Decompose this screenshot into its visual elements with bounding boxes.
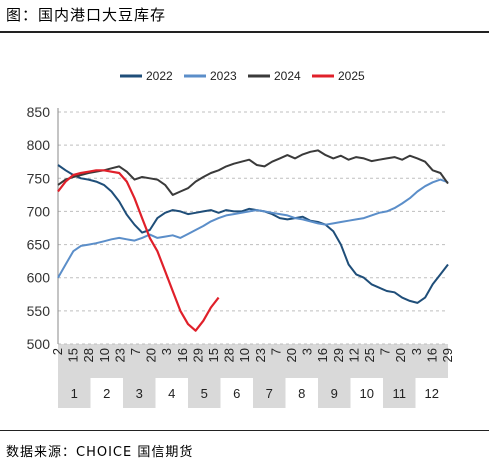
series-line-2025 [57,169,220,332]
month-label: 11 [393,386,407,401]
x-tick-label: 15 [206,348,221,362]
x-axis-band [58,344,448,408]
month-label: 2 [103,386,110,401]
month-label: 3 [136,386,143,401]
legend-label-2025: 2025 [338,69,365,83]
month-label: 1 [71,386,78,401]
x-tick-label: 12 [346,348,361,362]
legend: 2022 2023 2024 2025 [120,69,365,83]
series-line-2023 [57,178,449,279]
month-label: 10 [360,386,374,401]
y-tick-label: 550 [27,303,51,319]
day-label-band [58,344,448,378]
legend-label-2024: 2024 [274,69,301,83]
y-tick-label: 600 [27,270,51,286]
x-tick-label: 25 [362,348,377,362]
x-tick-label: 29 [440,348,455,362]
month-label: 4 [168,386,175,401]
month-band [383,378,416,408]
month-band [318,378,351,408]
source-note: 数据来源：CHOICE 国信期货 [6,445,194,460]
x-axis: 2 15 28 10 23 7 20 3 16 29 15 28 10 23 7 20 3 16 29 12 25 7 20… [50,348,455,401]
month-band [253,378,286,408]
y-tick-label: 650 [27,237,51,253]
month-label: 7 [266,386,273,401]
x-tick-label: 10 [97,348,112,362]
y-tick-label: 800 [27,137,51,153]
x-tick-label: 3 [409,348,424,355]
x-tick-label: 20 [144,348,159,362]
x-tick-label: 16 [315,348,330,362]
x-tick-label: 7 [268,348,283,355]
x-tick-label: 16 [424,348,439,362]
series-lines [57,149,449,332]
x-tick-label: 28 [222,348,237,362]
x-tick-label: 29 [331,348,346,362]
x-tick-label: 7 [128,348,143,355]
x-tick-label: 20 [393,348,408,362]
month-band [123,378,156,408]
month-label: 6 [233,386,240,401]
gridlines [58,111,448,345]
top-divider [0,31,489,33]
x-tick-label: 2 [50,348,65,355]
legend-label-2023: 2023 [210,69,237,83]
y-tick-label: 850 [27,104,51,120]
x-tick-label: 23 [112,348,127,362]
series-line-2022 [57,164,449,304]
x-tick-label: 16 [175,348,190,362]
month-label: 12 [425,386,439,401]
y-axis: 500 550 600 650 700 750 800 850 [27,104,59,352]
x-tick-label: 10 [237,348,252,362]
x-tick-label: 28 [81,348,96,362]
month-label: 5 [201,386,208,401]
x-tick-label: 29 [190,348,205,362]
bottom-divider [0,430,489,431]
legend-label-2022: 2022 [146,69,173,83]
chart-title: 图：国内港口大豆库存 [6,6,167,24]
y-tick-label: 500 [27,336,51,352]
x-tick-label: 3 [159,348,174,355]
x-tick-label: 20 [284,348,299,362]
month-band [58,378,91,408]
y-tick-label: 700 [27,203,51,219]
month-label: 8 [298,386,305,401]
month-band [188,378,221,408]
port-soybean-inventory-chart: 2022 2023 2024 2025 50055060065070075080085… [27,69,455,408]
series-line-2024 [57,149,449,196]
x-tick-label: 23 [253,348,268,362]
x-tick-label: 7 [378,348,393,355]
x-tick-label: 15 [66,348,81,362]
x-tick-label: 3 [300,348,315,355]
month-label: 9 [331,386,338,401]
y-tick-label: 750 [27,170,51,186]
